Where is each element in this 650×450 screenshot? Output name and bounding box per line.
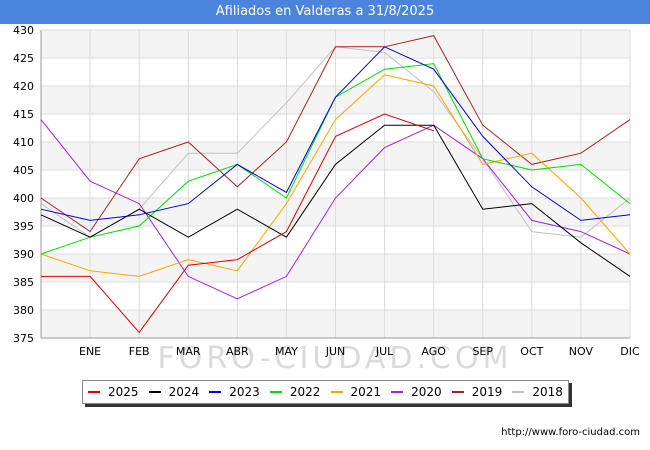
legend-swatch [512,391,525,393]
series-line-2020 [40,119,631,300]
legend: 2025 2024 2023 2022 2021 2020 2019 2018 [82,380,569,404]
x-tick-label: SEP [472,345,493,358]
axes [40,30,630,339]
legend-swatch [148,391,161,393]
watermark: FORO-CIUDAD.COM [158,341,513,376]
series-line-2019 [40,35,631,233]
y-tick-label: 425 [13,52,34,65]
y-tick-label: 410 [13,136,34,149]
legend-label: 2020 [411,385,442,399]
legend-item-2023: 2023 [209,385,260,399]
legend-swatch [88,391,101,393]
series-line-2021 [40,74,631,277]
y-tick-label: 420 [13,80,34,93]
legend-label: 2018 [532,385,563,399]
legend-label: 2022 [289,385,321,399]
legend-item-2018: 2018 [512,385,563,399]
x-tick-label: ENE [79,345,101,358]
legend-item-2020: 2020 [391,385,442,399]
x-tick-label: FEB [129,345,150,358]
x-tick-label: MAY [275,345,298,358]
legend-item-2021: 2021 [330,385,382,399]
x-tick-label: AGO [421,345,446,358]
legend-label: 2021 [350,385,382,399]
x-tick-label: JUN [325,345,346,358]
y-tick-label: 405 [13,164,34,177]
x-tick-label: ABR [226,345,249,358]
chart-title: Afiliados en Valderas a 31/8/2025 [0,0,650,24]
y-tick-label: 415 [13,108,34,121]
y-tick-label: 400 [13,192,34,205]
x-tick-label: OCT [520,345,543,358]
legend-label: 2023 [229,385,260,399]
series-lines [40,35,631,334]
legend-swatch [391,391,404,393]
y-tick-label: 390 [13,248,34,261]
y-tick-label: 395 [13,220,34,233]
legend-swatch [209,391,222,393]
series-line-2023 [40,46,631,221]
y-tick-label: 385 [13,276,34,289]
legend-swatch [269,391,282,393]
y-tick-label: 375 [13,332,34,345]
legend-item-2022: 2022 [269,385,321,399]
y-tick-label: 430 [13,24,34,37]
y-tick-label: 380 [13,304,34,317]
footer-url: http://www.foro-ciudad.com [501,427,640,438]
legend-item-2024: 2024 [148,385,200,399]
x-tick-label: DIC [620,345,640,358]
legend-swatch [330,391,343,393]
legend-label: 2024 [168,385,200,399]
x-tick-label: NOV [569,345,594,358]
series-line-2024 [40,124,631,277]
x-tick-labels: ENE FEB MAR ABR MAY JUN JUL AGO SEP OCT NOV DIC [79,345,640,358]
x-tick-label: MAR [176,345,201,358]
legend-label: 2025 [108,385,139,399]
legend-item-2019: 2019 [451,385,503,399]
legend-item-2025: 2025 [88,385,139,399]
y-tick-labels: 375 380 385 390 395 400 405 410 415 420 425 430 [13,24,34,345]
series-line-2025 [41,113,434,334]
legend-label: 2019 [471,385,503,399]
x-tick-label: JUL [375,345,394,358]
legend-swatch [451,391,464,393]
